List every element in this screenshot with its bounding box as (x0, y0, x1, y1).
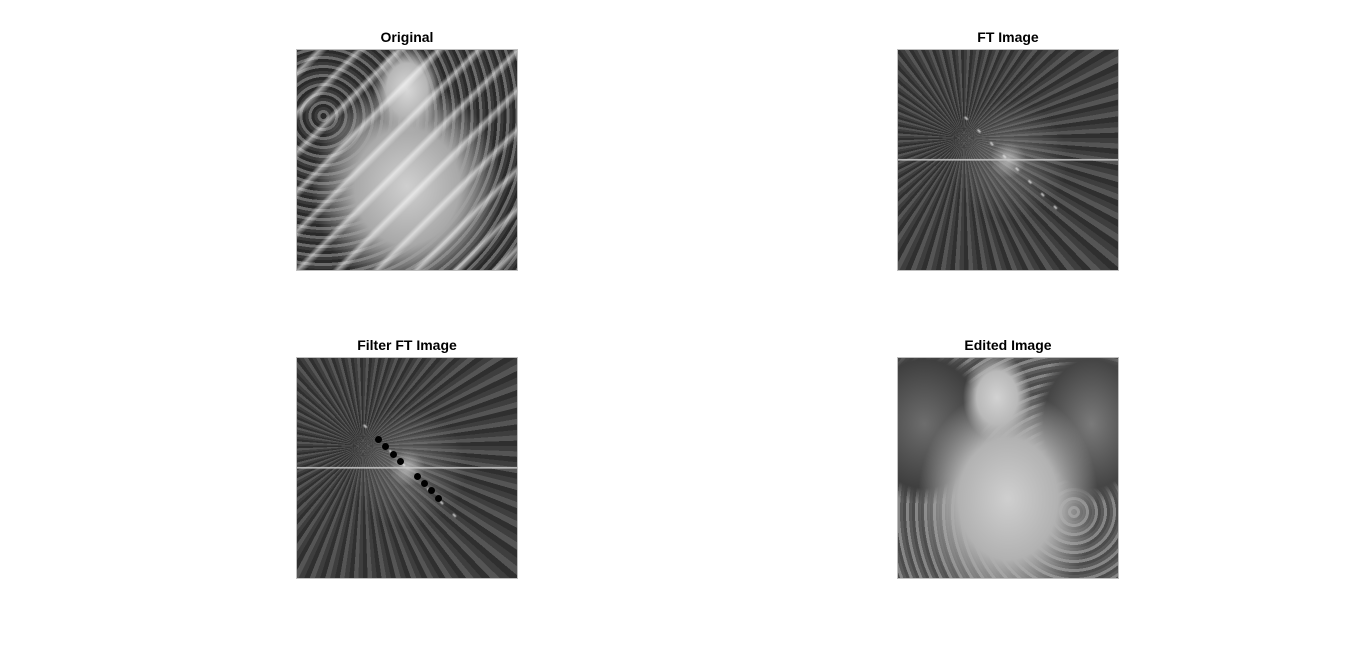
filter-ft-image-spikes (356, 417, 458, 519)
filter-mask-dot (435, 495, 442, 502)
edited-image (897, 357, 1119, 579)
ft-image (897, 49, 1119, 271)
panel-title-ft-image: FT Image (977, 29, 1039, 45)
original-image (296, 49, 518, 271)
filter-mask-dot (428, 487, 435, 494)
panel-title-original: Original (380, 29, 434, 45)
filter-ft-image (296, 357, 518, 579)
filter-mask-dot (390, 451, 397, 458)
filter-mask-dot (421, 480, 428, 487)
filter-mask-dot (414, 473, 421, 480)
panel-title-filter-ft-image: Filter FT Image (357, 337, 457, 353)
filter-mask-dot (375, 436, 382, 443)
panel-title-edited-image: Edited Image (964, 337, 1052, 353)
filter-mask-dot (382, 443, 389, 450)
ft-image-spikes (957, 109, 1059, 211)
filter-mask-dot (397, 458, 404, 465)
